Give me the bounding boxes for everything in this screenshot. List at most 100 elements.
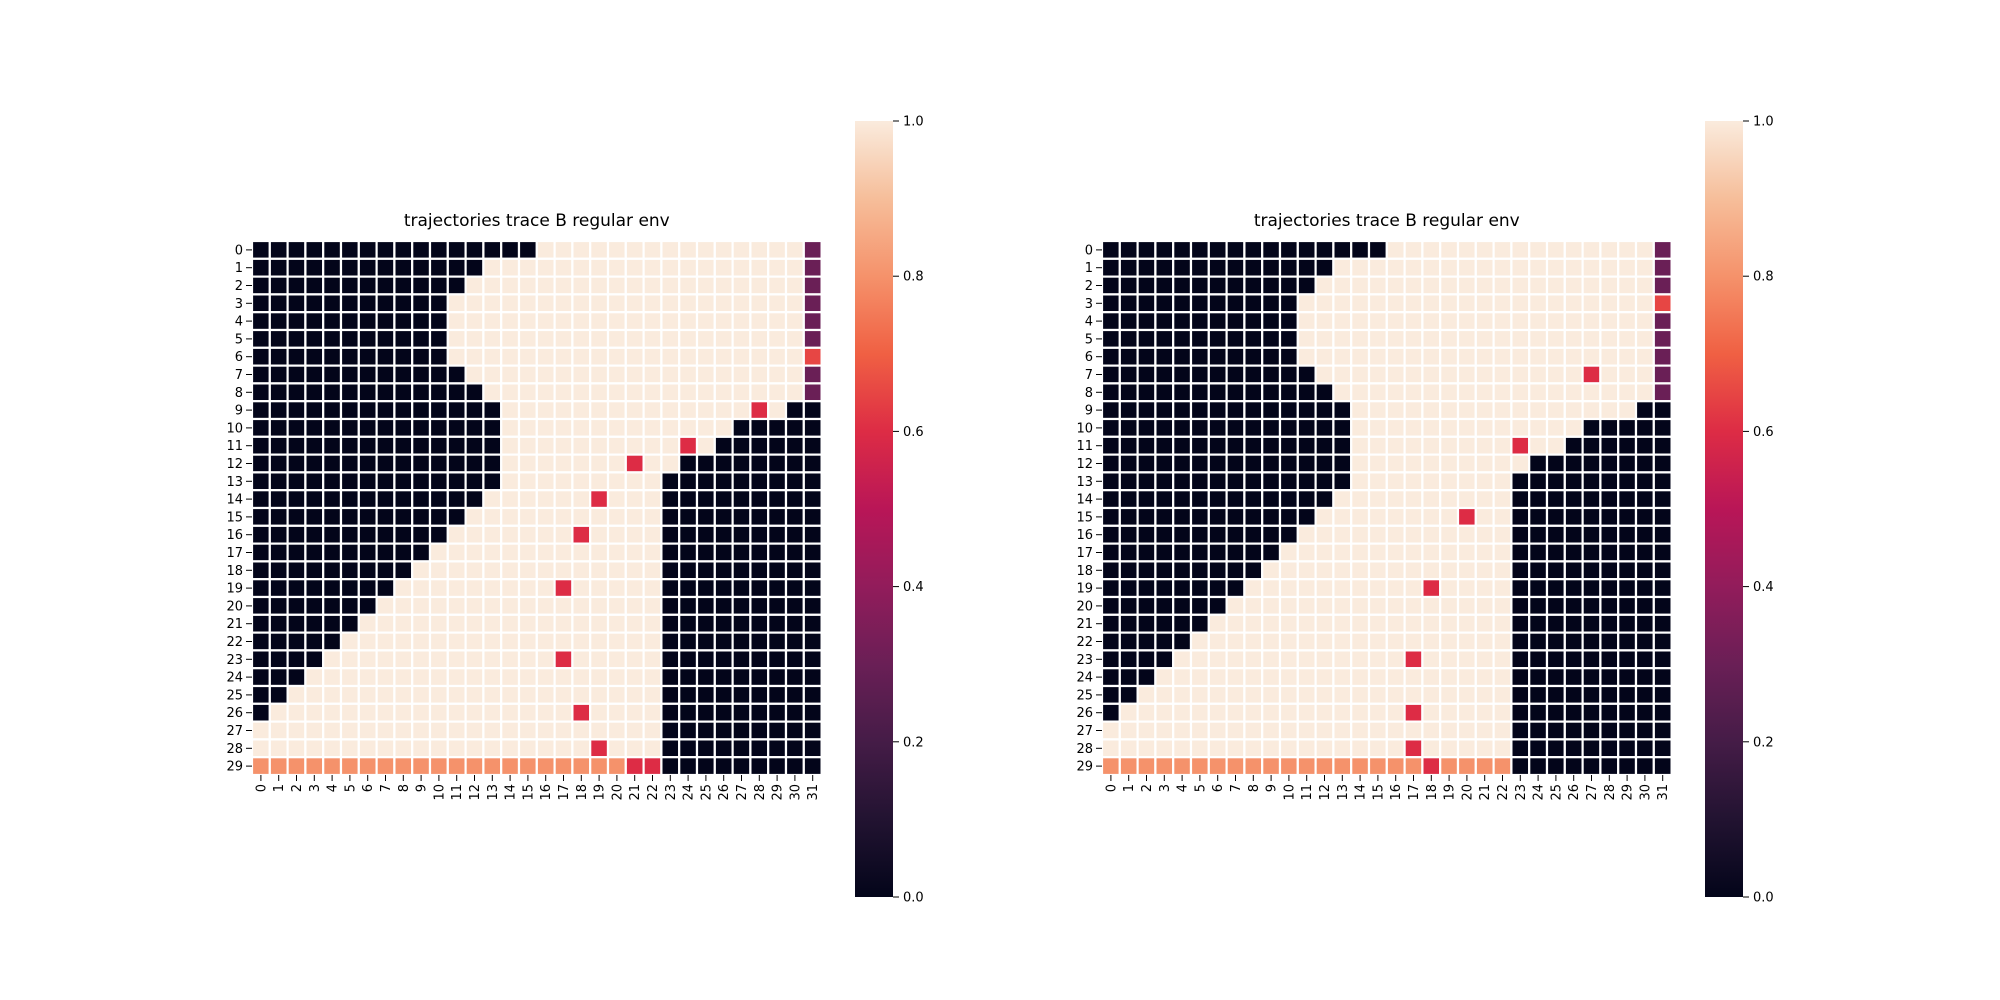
y-tick-label: 15 xyxy=(226,510,243,525)
heatmap-cell xyxy=(1510,293,1531,314)
heatmap-cell xyxy=(1332,453,1353,474)
heatmap-cell xyxy=(802,311,823,332)
heatmap-cell xyxy=(393,311,414,332)
heatmap-cell xyxy=(713,417,734,438)
heatmap-cell xyxy=(1172,328,1193,349)
heatmap-cell xyxy=(393,595,414,616)
heatmap-cell xyxy=(339,667,360,688)
heatmap-cell xyxy=(535,275,556,296)
heatmap-cell xyxy=(571,506,592,527)
heatmap-cell xyxy=(428,578,449,599)
heatmap-cell xyxy=(1545,400,1566,421)
heatmap-cell xyxy=(1421,489,1442,510)
heatmap-cell xyxy=(767,578,788,599)
heatmap-cell xyxy=(695,453,716,474)
heatmap-cell xyxy=(731,560,752,581)
heatmap-cell xyxy=(1652,435,1673,456)
heatmap-cell xyxy=(339,257,360,278)
heatmap-cell xyxy=(464,649,485,670)
heatmap-cell xyxy=(1207,400,1228,421)
heatmap-cell xyxy=(1599,311,1620,332)
heatmap-cell xyxy=(1528,738,1549,759)
heatmap-cell xyxy=(784,435,805,456)
heatmap-cell xyxy=(1118,257,1139,278)
heatmap-cell xyxy=(1545,364,1566,385)
heatmap-cell xyxy=(517,311,538,332)
heatmap-cell xyxy=(553,524,574,545)
heatmap-cell xyxy=(1652,257,1673,278)
heatmap-cell xyxy=(1350,453,1371,474)
heatmap-cell xyxy=(1456,702,1477,723)
heatmap-cell xyxy=(642,275,663,296)
heatmap-cell xyxy=(339,613,360,634)
heatmap-cell xyxy=(571,684,592,705)
y-tick-label: 13 xyxy=(1076,475,1093,490)
heatmap-cell xyxy=(286,667,307,688)
heatmap-cell xyxy=(678,542,699,563)
heatmap-cell xyxy=(411,435,432,456)
heatmap-cell xyxy=(1563,649,1584,670)
heatmap-cell xyxy=(1581,453,1602,474)
heatmap-cell xyxy=(1474,346,1495,367)
heatmap-cell xyxy=(464,471,485,492)
heatmap-cell xyxy=(678,631,699,652)
heatmap-cell xyxy=(749,364,770,385)
heatmap-cell xyxy=(304,578,325,599)
heatmap-cell xyxy=(1456,631,1477,652)
heatmap-cell xyxy=(446,257,467,278)
heatmap-cell xyxy=(1617,649,1638,670)
heatmap-cell xyxy=(500,595,521,616)
heatmap-cell xyxy=(339,649,360,670)
heatmap-cell xyxy=(802,328,823,349)
heatmap-cell xyxy=(1314,400,1335,421)
heatmap-cell xyxy=(1296,471,1317,492)
heatmap-cell xyxy=(535,684,556,705)
heatmap-cell xyxy=(1652,417,1673,438)
heatmap-cell xyxy=(1261,649,1282,670)
heatmap-cell xyxy=(1243,578,1264,599)
heatmap-cell xyxy=(1225,613,1246,634)
heatmap-cell xyxy=(660,542,681,563)
heatmap-cell xyxy=(482,667,503,688)
heatmap-cell xyxy=(1617,667,1638,688)
heatmap-cell xyxy=(1385,667,1406,688)
heatmap-cell xyxy=(713,453,734,474)
heatmap-cell xyxy=(1634,542,1655,563)
heatmap-cell xyxy=(1261,738,1282,759)
heatmap-cell xyxy=(1456,328,1477,349)
heatmap-cell xyxy=(749,400,770,421)
heatmap-cell xyxy=(1581,417,1602,438)
heatmap-cell xyxy=(1492,417,1513,438)
heatmap-cell xyxy=(749,453,770,474)
heatmap-cell xyxy=(411,542,432,563)
heatmap-cell xyxy=(1100,595,1121,616)
heatmap-cell xyxy=(553,328,574,349)
heatmap-cell xyxy=(393,738,414,759)
heatmap-cell xyxy=(411,275,432,296)
heatmap-cell xyxy=(624,595,645,616)
heatmap-cell xyxy=(1403,346,1424,367)
heatmap-cell xyxy=(1243,275,1264,296)
heatmap-cell xyxy=(1100,364,1121,385)
heatmap-cell xyxy=(375,471,396,492)
x-tick-label: 10 xyxy=(432,784,447,801)
heatmap-cell xyxy=(624,560,645,581)
heatmap-cell xyxy=(375,417,396,438)
heatmap-cell xyxy=(428,311,449,332)
heatmap-cell xyxy=(749,595,770,616)
heatmap-cell xyxy=(1528,417,1549,438)
heatmap-cell xyxy=(642,293,663,314)
heatmap-cell xyxy=(268,471,289,492)
heatmap-cell xyxy=(517,489,538,510)
heatmap-cell xyxy=(1385,595,1406,616)
heatmap-cell xyxy=(1314,524,1335,545)
heatmap-cell xyxy=(535,631,556,652)
heatmap-cell xyxy=(1617,311,1638,332)
heatmap-cell xyxy=(482,311,503,332)
heatmap-cell xyxy=(784,328,805,349)
heatmap-cell xyxy=(731,667,752,688)
heatmap-cell xyxy=(1581,328,1602,349)
heatmap-cell xyxy=(322,506,343,527)
heatmap-cell xyxy=(304,364,325,385)
heatmap-cell xyxy=(1332,667,1353,688)
